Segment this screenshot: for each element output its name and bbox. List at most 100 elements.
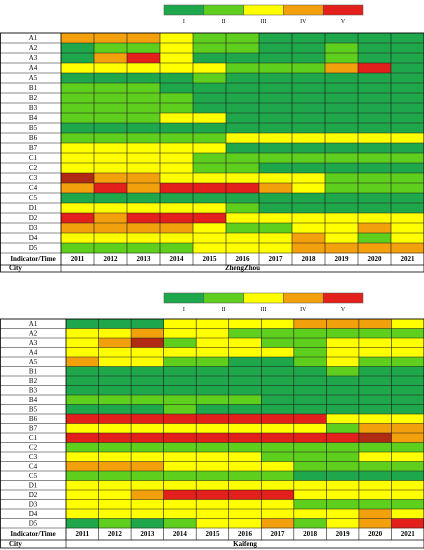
year-label-2014: 2014 [170,255,185,263]
cell-B3-2011 [66,385,99,396]
cell-A3-2021 [391,338,424,348]
legend-swatch-1 [163,292,205,304]
cell-D1-2014 [163,480,197,491]
legend-swatch-4 [283,4,324,16]
cell-C3-2015 [193,173,227,184]
cell-D2-2018 [292,213,326,224]
cell-A4-2014 [163,347,197,358]
indicator-label-A1: A1 [29,34,38,42]
indicator-label-B4: B4 [29,396,38,404]
cell-A1-2015 [196,319,230,329]
cell-B3-2016 [226,103,260,114]
year-label-2017: 2017 [269,255,284,263]
legend-swatch-3 [243,4,284,16]
cell-A1-2016 [226,33,260,44]
cell-B5-2014 [163,404,197,415]
cell-B3-2019 [326,385,360,396]
cell-A5-2016 [228,357,262,367]
cell-B3-2018 [293,385,327,396]
cell-D4-2021 [391,233,424,244]
cell-B3-2017 [259,103,293,114]
cell-C1-2013 [131,433,164,443]
cell-B3-2018 [292,103,326,114]
cell-B1-2011 [66,366,99,377]
cell-A5-2019 [326,357,360,367]
cell-B4-2015 [196,395,230,405]
indicator-label-B1: B1 [29,367,38,375]
cell-A3-2019 [325,53,359,64]
cell-B3-2020 [358,385,392,396]
cell-B7-2019 [326,423,360,434]
cell-B5-2019 [326,404,360,415]
indicator-label-A5: A5 [29,74,38,82]
cell-A4-2021 [391,347,424,358]
cell-A3-2018 [292,53,326,64]
indicator-label-B1: B1 [29,84,38,92]
cell-B6-2020 [358,133,392,144]
cell-A5-2011 [61,73,95,84]
cell-D4-2011 [66,509,99,519]
indicator-label-B5: B5 [29,405,38,413]
cell-D1-2011 [61,203,95,214]
cell-A2-2018 [293,328,327,339]
cell-A5-2017 [259,73,293,84]
cell-B6-2021 [391,133,424,144]
indicator-label-A4: A4 [29,348,38,356]
cell-A2-2019 [325,43,359,54]
cell-D5-2013 [131,518,164,529]
cell-A2-2013 [131,328,164,339]
cell-C5-2020 [358,193,392,204]
cell-A5-2016 [226,73,260,84]
cell-C5-2014 [163,471,197,481]
cell-A4-2012 [94,63,128,74]
indicator-label-C3: C3 [29,174,38,182]
legend-kaifeng: I II III IV V [163,292,364,313]
cell-D4-2019 [325,233,359,244]
cell-A5-2013 [131,357,164,367]
cell-C5-2018 [293,471,327,481]
cell-C2-2011 [66,442,99,453]
legend-swatch-2 [203,4,244,16]
cell-D2-2013 [127,213,161,224]
cell-C4-2014 [160,183,194,194]
cell-A2-2012 [98,328,132,339]
cell-C2-2016 [228,442,262,453]
cell-A3-2020 [358,338,392,348]
cell-A1-2015 [193,33,227,44]
cell-D2-2021 [391,490,424,500]
cell-B7-2018 [293,423,327,434]
cell-D4-2011 [61,233,95,244]
cell-D3-2016 [228,499,262,510]
cell-D3-2020 [358,499,392,510]
cell-C1-2020 [358,153,392,164]
cell-B2-2013 [131,376,164,386]
cell-A5-2014 [160,73,194,84]
cell-D5-2014 [160,243,194,254]
cell-B3-2012 [94,103,128,114]
indicator-label-A3: A3 [29,54,38,62]
cell-D1-2020 [358,203,392,214]
cell-B5-2012 [98,404,132,415]
cell-B4-2012 [98,395,132,405]
indicator-label-D5: D5 [29,244,38,252]
cell-A4-2019 [325,63,359,74]
heatmap-zhengzhou: A1 A2 A3 A4 A5 B1 B2 B3 B4 B5 B6 B7 C1 C2 C3 C4 C5 D1 D2 D3… [0,32,424,273]
cell-D1-2014 [160,203,194,214]
cell-A3-2017 [259,53,293,64]
city-header: City [9,540,22,548]
cell-B7-2016 [228,423,262,434]
indicator-label-C1: C1 [29,434,38,442]
cell-A3-2014 [160,53,194,64]
cell-B5-2021 [391,404,424,415]
cell-D1-2021 [391,480,424,491]
cell-D3-2015 [193,223,227,234]
cell-C2-2017 [261,442,295,453]
cell-D5-2012 [94,243,128,254]
cell-A1-2013 [127,33,161,44]
cell-D3-2018 [293,499,327,510]
cell-D2-2016 [228,490,262,500]
cell-D1-2016 [226,203,260,214]
year-label-2020: 2020 [368,530,383,538]
cell-C4-2021 [391,183,424,194]
